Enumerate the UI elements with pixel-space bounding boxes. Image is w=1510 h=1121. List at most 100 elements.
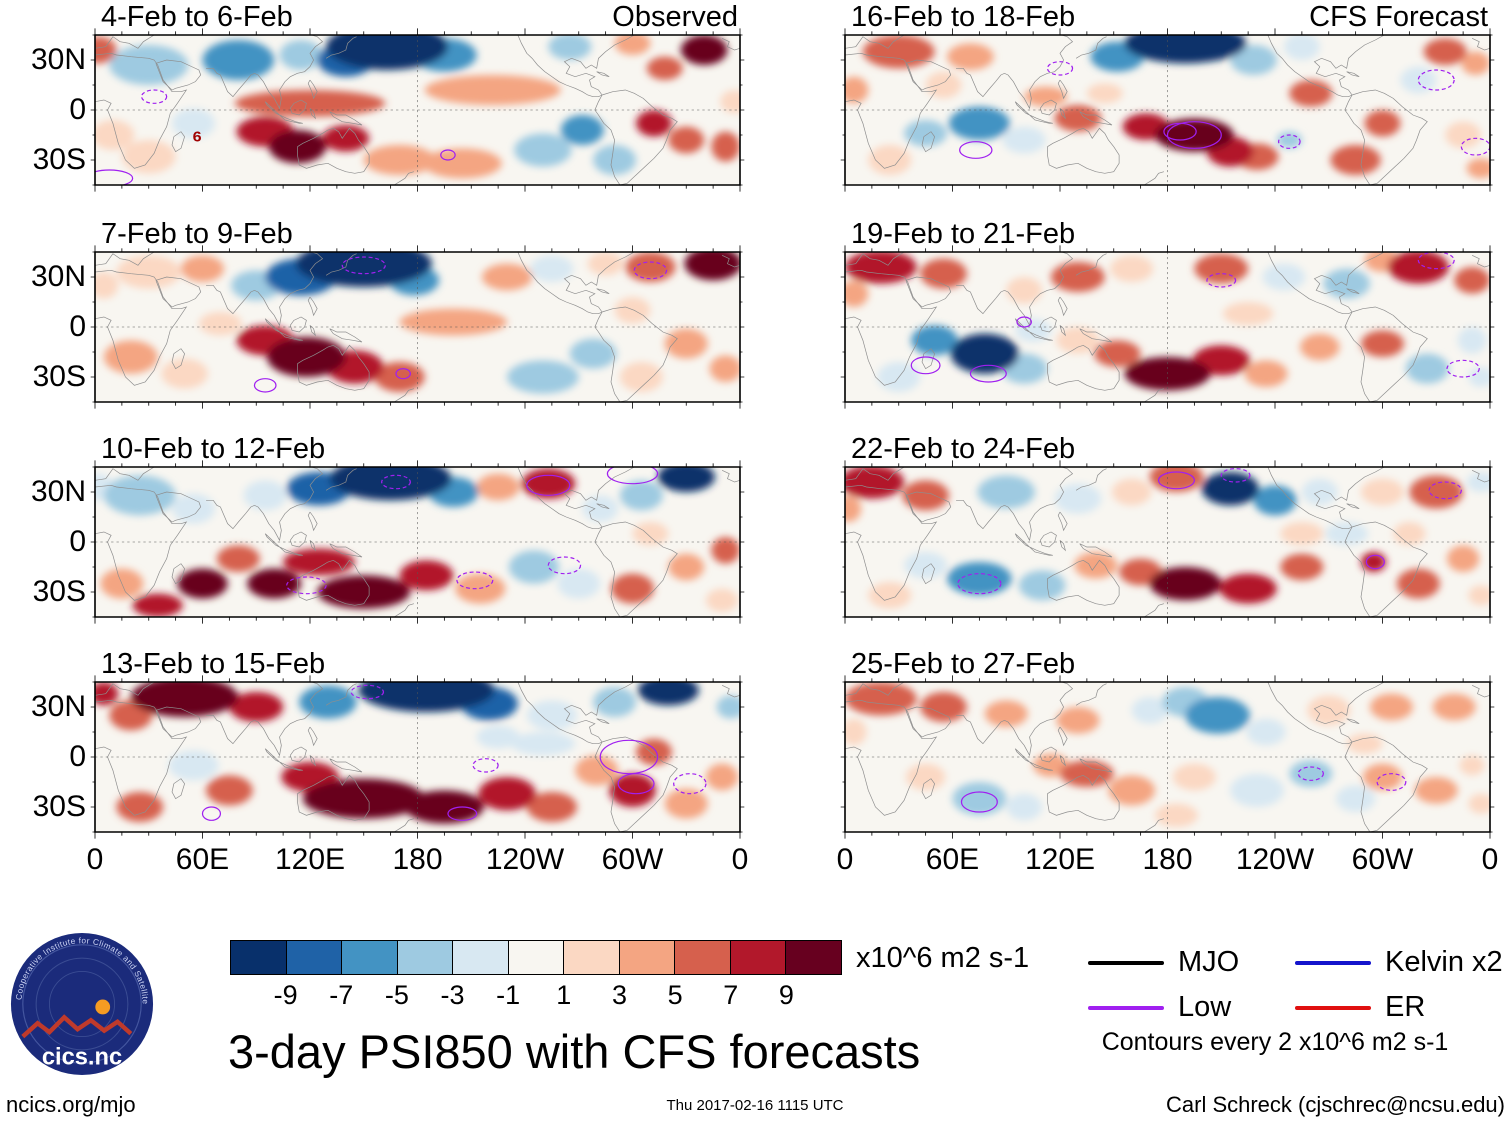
- colorbar-tick-label: 9: [778, 980, 794, 1010]
- logo-sun-icon: [95, 999, 111, 1015]
- panel-header: 16-Feb to 18-Feb CFS Forecast: [845, 2, 1490, 35]
- colorbar-tick-label: -9: [273, 980, 298, 1010]
- colorbar-tick-label: 5: [667, 980, 683, 1010]
- x-axis-label: 120E: [1024, 843, 1096, 876]
- map-panel-13-feb-to-15-feb: 13-Feb to 15-Feb: [90, 648, 745, 839]
- colorbar-segment: [342, 941, 398, 974]
- panel-date-range: 7-Feb to 9-Feb: [101, 218, 293, 250]
- figure-title: 3-day PSI850 with CFS forecasts: [228, 1025, 921, 1078]
- panel-header: 22-Feb to 24-Feb: [845, 434, 1490, 467]
- anomaly-map-svg: [840, 245, 1495, 409]
- legend-line-kelvin-x2: [1295, 961, 1371, 965]
- colorbar-tick-label: -3: [440, 980, 465, 1010]
- map-panel-4-feb-to-6-feb: 4-Feb to 6-Feb Observed 6: [90, 2, 745, 192]
- cics-nc-logo: Cooperative Institute for Climate and Sa…: [8, 930, 154, 1076]
- anomaly-map-svg: [90, 460, 745, 624]
- low-contour: [599, 739, 659, 775]
- anomaly-map-svg: [840, 28, 1495, 192]
- low-contour: [1417, 252, 1455, 270]
- x-axis-label: 120W: [1235, 843, 1315, 876]
- y-axis-label: 30N: [30, 260, 86, 293]
- y-axis-label: 30N: [30, 690, 86, 723]
- low-contour: [1016, 316, 1032, 328]
- contour-interval-note: Contours every 2 x10^6 m2 s-1: [1101, 1028, 1449, 1056]
- colorbar-units: x10^6 m2 s-1: [856, 942, 1030, 974]
- logo-wordmark: cics.nc: [42, 1045, 122, 1071]
- footer-timestamp: Thu 2017-02-16 1115 UTC: [666, 1097, 844, 1114]
- low-contour: [1206, 273, 1237, 288]
- low-contour: [617, 773, 655, 795]
- colorbar-tick-label: -7: [329, 980, 354, 1010]
- panel-type-label: CFS Forecast: [1309, 1, 1488, 33]
- colorbar-segment: [231, 941, 287, 974]
- low-contour: [957, 573, 1002, 595]
- map-panel-16-feb-to-18-feb: 16-Feb to 18-Feb CFS Forecast: [840, 2, 1495, 192]
- low-contour: [1166, 121, 1222, 149]
- anomaly-map-svg: 6: [90, 28, 745, 192]
- panel-date-range: 16-Feb to 18-Feb: [851, 1, 1076, 33]
- low-contour: [1376, 773, 1407, 791]
- low-contour: [959, 141, 993, 159]
- low-contour: [606, 467, 659, 485]
- low-contour: [253, 378, 277, 393]
- low-contour: [1446, 359, 1480, 378]
- low-contour: [1220, 468, 1251, 483]
- low-contour: [341, 256, 386, 275]
- footer-credit: Carl Schreck (cjschrec@ncsu.edu): [1166, 1092, 1505, 1117]
- y-axis-label: 0: [69, 310, 86, 343]
- colorbar-tick-label: 1: [556, 980, 572, 1010]
- x-axis-label: 0: [836, 843, 854, 876]
- low-contour: [1163, 122, 1197, 141]
- colorbar-tick-label: -1: [496, 980, 521, 1010]
- logo-disc: [10, 932, 154, 1076]
- low-contour: [960, 791, 998, 813]
- low-contour: [1417, 69, 1455, 91]
- legend-line-mjo: [1088, 961, 1164, 965]
- map-panel-7-feb-to-9-feb: 7-Feb to 9-Feb: [90, 219, 745, 409]
- panel-date-range: 13-Feb to 15-Feb: [101, 648, 326, 680]
- panel-header: 19-Feb to 21-Feb: [845, 219, 1490, 252]
- colorbar: [230, 940, 842, 975]
- panel-header: 7-Feb to 9-Feb: [95, 219, 740, 252]
- x-axis-label: 120E: [274, 843, 346, 876]
- low-contour: [447, 806, 478, 821]
- map-panel-25-feb-to-27-feb: 25-Feb to 27-Feb: [840, 648, 1495, 839]
- colorbar-segment: [508, 941, 565, 974]
- legend-label: Kelvin x2: [1385, 946, 1503, 978]
- x-axis-label: 180: [392, 843, 443, 876]
- legend-line-low: [1088, 1006, 1164, 1010]
- low-contour: [1297, 766, 1325, 781]
- panel-date-range: 25-Feb to 27-Feb: [851, 648, 1076, 680]
- low-contour: [395, 368, 411, 380]
- colorbar-segment: [675, 941, 731, 974]
- low-contour: [673, 773, 707, 795]
- colorbar-segment: [619, 941, 676, 974]
- legend-label: MJO: [1178, 946, 1240, 978]
- low-contour: [633, 261, 668, 280]
- low-contour: [95, 169, 134, 185]
- x-axis-label: 180: [1142, 843, 1193, 876]
- anomaly-map-svg: [840, 460, 1495, 624]
- low-contour: [910, 356, 941, 375]
- x-axis-label: 60E: [175, 843, 230, 876]
- y-axis-label: 30S: [32, 143, 86, 176]
- colorbar-segment: [564, 941, 620, 974]
- low-contour: [440, 149, 456, 161]
- x-axis-label: 60E: [925, 843, 980, 876]
- low-contour: [1460, 137, 1490, 156]
- colorbar-segment: [730, 941, 787, 974]
- colorbar-segment: [397, 941, 454, 974]
- low-contour: [350, 684, 385, 700]
- anomaly-map-svg: [90, 675, 745, 839]
- logo-mountains-icon: [21, 1014, 133, 1039]
- panel-date-range: 19-Feb to 21-Feb: [851, 218, 1076, 250]
- low-contour: [969, 364, 1007, 383]
- low-contour: [547, 556, 582, 575]
- anomaly-map-svg: [90, 245, 745, 409]
- x-axis-label: 60W: [601, 843, 664, 876]
- y-axis-label: 30S: [32, 575, 86, 608]
- y-axis-label: 30S: [32, 360, 86, 393]
- low-contour: [526, 474, 571, 496]
- colorbar-tick-label: 3: [611, 980, 627, 1010]
